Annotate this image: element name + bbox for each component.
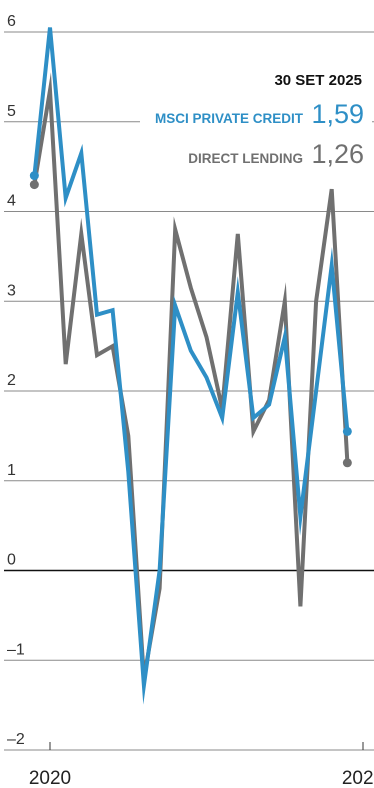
x-axis: 2020 2025 — [29, 742, 374, 788]
y-tick-label: –2 — [7, 731, 25, 748]
legend: 30 SET 2025 MSCI PRIVATE CREDIT 1,59 DIR… — [140, 64, 372, 172]
x-tick-label: 2025 — [342, 768, 374, 788]
legend-value-direct-lending: 1,26 — [311, 139, 364, 169]
series-end-marker-msci-private-credit — [342, 426, 352, 436]
series-line-msci-private-credit — [32, 27, 350, 705]
y-tick-label: 6 — [7, 13, 16, 30]
legend-label-direct-lending: DIRECT LENDING — [188, 151, 303, 166]
series-start-marker-msci-private-credit — [29, 171, 39, 181]
legend-entry-msci-private-credit: MSCI PRIVATE CREDIT 1,59 — [155, 99, 364, 129]
series-end-marker-direct-lending — [342, 458, 352, 468]
y-tick-labels: 6 5 4 3 2 1 0 –1 –2 — [7, 13, 25, 748]
y-tick-label: 5 — [7, 103, 16, 120]
series-lines — [29, 27, 352, 705]
grid-lines — [4, 31, 374, 751]
y-tick-label: 3 — [7, 282, 16, 299]
legend-entry-direct-lending: DIRECT LENDING 1,26 — [188, 139, 364, 169]
series-start-marker-direct-lending — [29, 180, 39, 190]
y-tick-label: –1 — [7, 641, 25, 658]
legend-date: 30 SET 2025 — [274, 72, 362, 89]
y-tick-label: 0 — [7, 552, 16, 569]
y-tick-label: 4 — [7, 193, 16, 210]
y-tick-label: 2 — [7, 372, 16, 389]
series-line-direct-lending — [32, 72, 350, 696]
legend-label-msci-private-credit: MSCI PRIVATE CREDIT — [155, 111, 304, 126]
legend-value-msci-private-credit: 1,59 — [311, 99, 364, 129]
y-tick-label: 1 — [7, 462, 16, 479]
legend-background — [140, 64, 372, 172]
x-tick-label: 2020 — [29, 768, 71, 788]
